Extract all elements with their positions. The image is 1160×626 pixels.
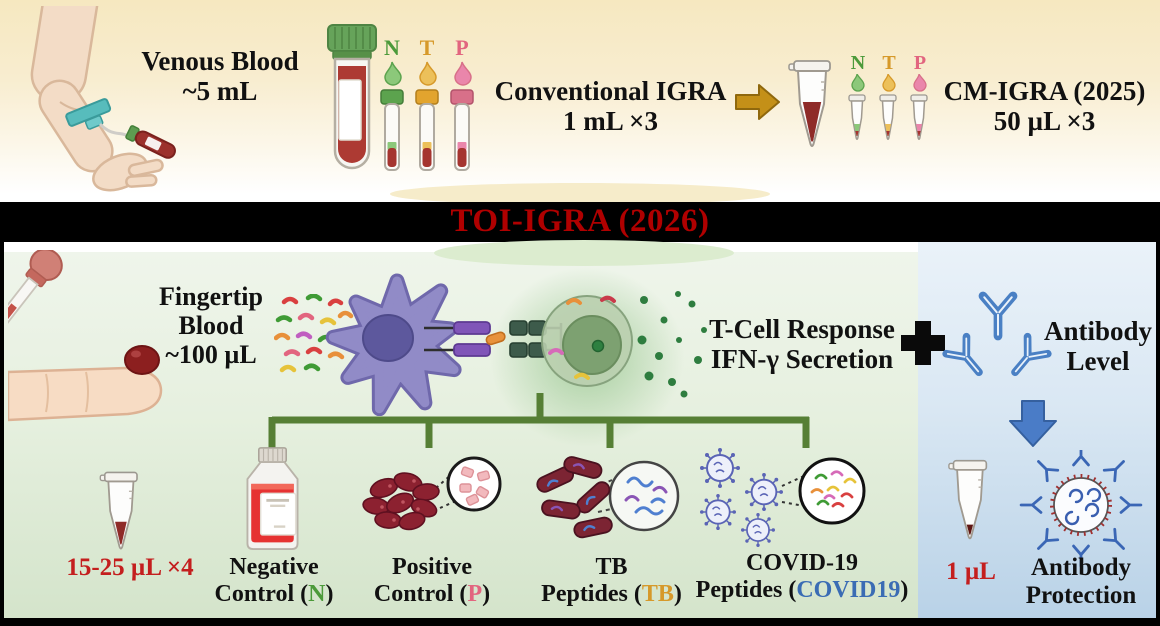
label-p-cm: P [913,52,927,74]
label-n-conventional: N [384,35,400,60]
label-n-cm: N [850,52,866,74]
conventional-sample-tubes-icon [380,61,474,171]
t-cell-icon [541,295,633,387]
label-t-cm: T [882,52,896,74]
sample-microtube-icon [99,471,138,550]
volume-1ul-label: 1 µL [946,558,996,585]
arrow-right-icon [735,84,780,120]
positive-control-label: Positive Control (P) [373,554,491,607]
arm-blood-draw-icon [30,6,176,192]
top-panel: Venous Blood ~5 mL N T P [0,0,1160,205]
venous-blood-label: Venous Blood ~5 mL [141,46,299,107]
antibody-protection-label: Antibody Protection [1025,554,1137,609]
bracket-connector [268,393,810,448]
antibody-protection-icon [1019,450,1143,568]
tb-peptides-icon [536,456,680,539]
negative-control-bottle-icon [246,447,299,550]
cream-fade-decoration [390,183,770,205]
label-p-conventional: P [455,35,469,60]
peptide-cloud-icon [274,294,354,373]
bottom-panel: Fingertip Blood ~100 µL [0,232,1160,626]
covid-peptides-icon [700,448,866,547]
antibody-trio-icon [942,291,1052,377]
venous-blood-tube-icon [327,24,377,170]
conventional-igra-label: Conventional IGRA 1 mL ×3 [494,76,727,137]
covid-peptides-label: COVID-19 Peptides (COVID19) [695,550,909,603]
arrow-down-icon [1009,400,1057,447]
ifn-gamma-dots-icon [637,291,707,398]
one-microliter-tube-icon [948,459,988,540]
plus-icon [901,321,945,365]
label-t-conventional: T [419,35,435,60]
fingertip-blood-label: Fingertip Blood ~100 µL [159,282,263,370]
tcell-response-label: T-Cell Response IFN-γ Secretion [709,314,895,375]
fingertip-dropper-icon [8,250,163,422]
dendritic-cell-icon [325,273,462,416]
cm-igra-label: CM-IGRA (2025) 50 µL ×3 [943,76,1146,137]
tb-peptides-label: TB Peptides (TB) [541,554,682,607]
cm-sample-tubes-icon [848,74,928,140]
negative-control-label: Negative Control (N) [214,554,334,607]
volume-15-25-label: 15-25 µL ×4 [66,554,194,581]
cm-blood-microtube-icon [788,60,831,147]
positive-control-icon [362,456,502,531]
antibody-level-label: Antibody Level [1044,316,1153,377]
